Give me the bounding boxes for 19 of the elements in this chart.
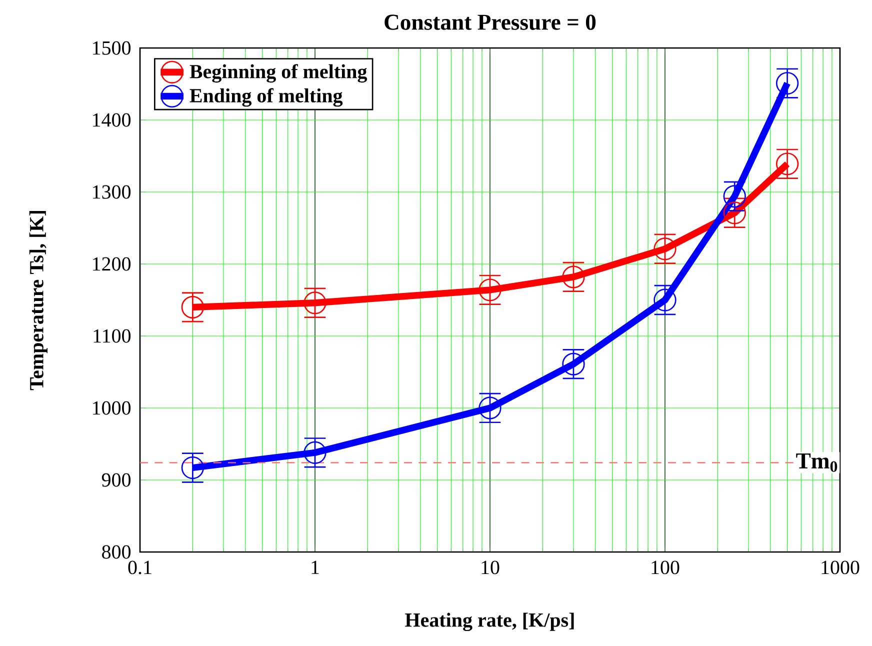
y-axis-title: Temperature Ts], [K]	[29, 211, 48, 390]
legend-label: Ending of melting	[190, 88, 343, 107]
x-tick-label: 1000	[822, 560, 860, 574]
legend-label: Beginning of melting	[190, 64, 368, 83]
x-tick-label: 100	[652, 560, 680, 574]
y-tick-label: 1200	[93, 257, 131, 271]
x-tick-label: 0.1	[128, 560, 152, 574]
y-tick-label: 1000	[93, 401, 131, 415]
x-axis-title: Heating rate, [K/ps]	[405, 612, 574, 632]
ref-line-label: Tm$_{0}$	[796, 453, 838, 472]
y-tick-label: 1400	[93, 113, 131, 127]
chart-title: Constant Pressure = 0	[384, 14, 596, 30]
y-tick-label: 900	[102, 473, 131, 487]
y-tick-label: 1100	[94, 329, 131, 343]
y-tick-label: 1300	[93, 185, 131, 199]
y-tick-label: 800	[102, 545, 131, 559]
x-tick-label: 10	[482, 560, 500, 574]
y-tick-label: 1500	[93, 41, 131, 55]
x-tick-label: 1	[312, 560, 319, 574]
